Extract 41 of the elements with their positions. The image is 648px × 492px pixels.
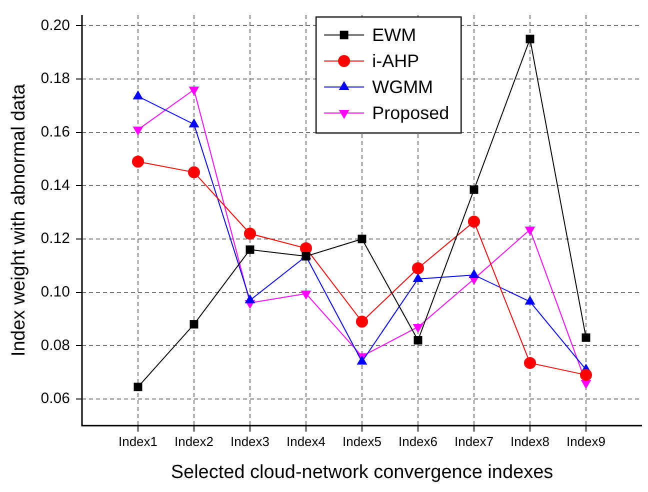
x-axis-title: Selected cloud-network convergence indexes — [170, 462, 554, 483]
legend-label: WGMM — [372, 76, 434, 97]
y-tick-label: 0.10 — [40, 283, 70, 300]
x-tick-label: Index4 — [286, 434, 326, 449]
point — [246, 245, 254, 254]
point — [132, 156, 144, 168]
point — [188, 166, 200, 178]
y-tick-label: 0.18 — [40, 70, 70, 88]
point — [412, 262, 424, 274]
point — [582, 333, 590, 342]
legend-label: i-AHP — [372, 50, 420, 71]
point — [468, 216, 480, 228]
y-tick-label: 0.06 — [40, 390, 70, 408]
x-tick-label: Index6 — [398, 434, 438, 449]
point — [412, 324, 424, 333]
x-tick-label: Index2 — [174, 434, 214, 449]
point — [244, 228, 256, 240]
point — [580, 368, 592, 381]
point — [356, 356, 368, 365]
point — [358, 234, 366, 244]
y-tick-label: 0.08 — [40, 336, 70, 354]
x-tick-label: Index1 — [118, 434, 158, 449]
legend-label: Proposed — [372, 102, 450, 123]
x-tick-label: Index9 — [566, 434, 606, 449]
point — [524, 296, 536, 305]
x-tick-label: Index5 — [342, 434, 382, 449]
x-tick-label: Index7 — [454, 434, 494, 449]
point — [524, 356, 536, 369]
y-tick-label: 0.14 — [40, 176, 70, 194]
y-axis-title: Index weight with abnormal data — [8, 84, 30, 357]
y-tick-label: 0.12 — [40, 230, 70, 248]
point — [470, 185, 478, 194]
x-tick-label: Index8 — [510, 434, 550, 449]
legend-label: EWM — [372, 24, 416, 45]
point — [134, 382, 142, 392]
point — [356, 316, 368, 328]
y-tick-label: 0.16 — [40, 123, 70, 140]
y-tick-label: 0.20 — [40, 16, 70, 34]
x-tick-label: Index3 — [230, 434, 270, 449]
point — [414, 336, 422, 345]
point — [190, 320, 198, 329]
